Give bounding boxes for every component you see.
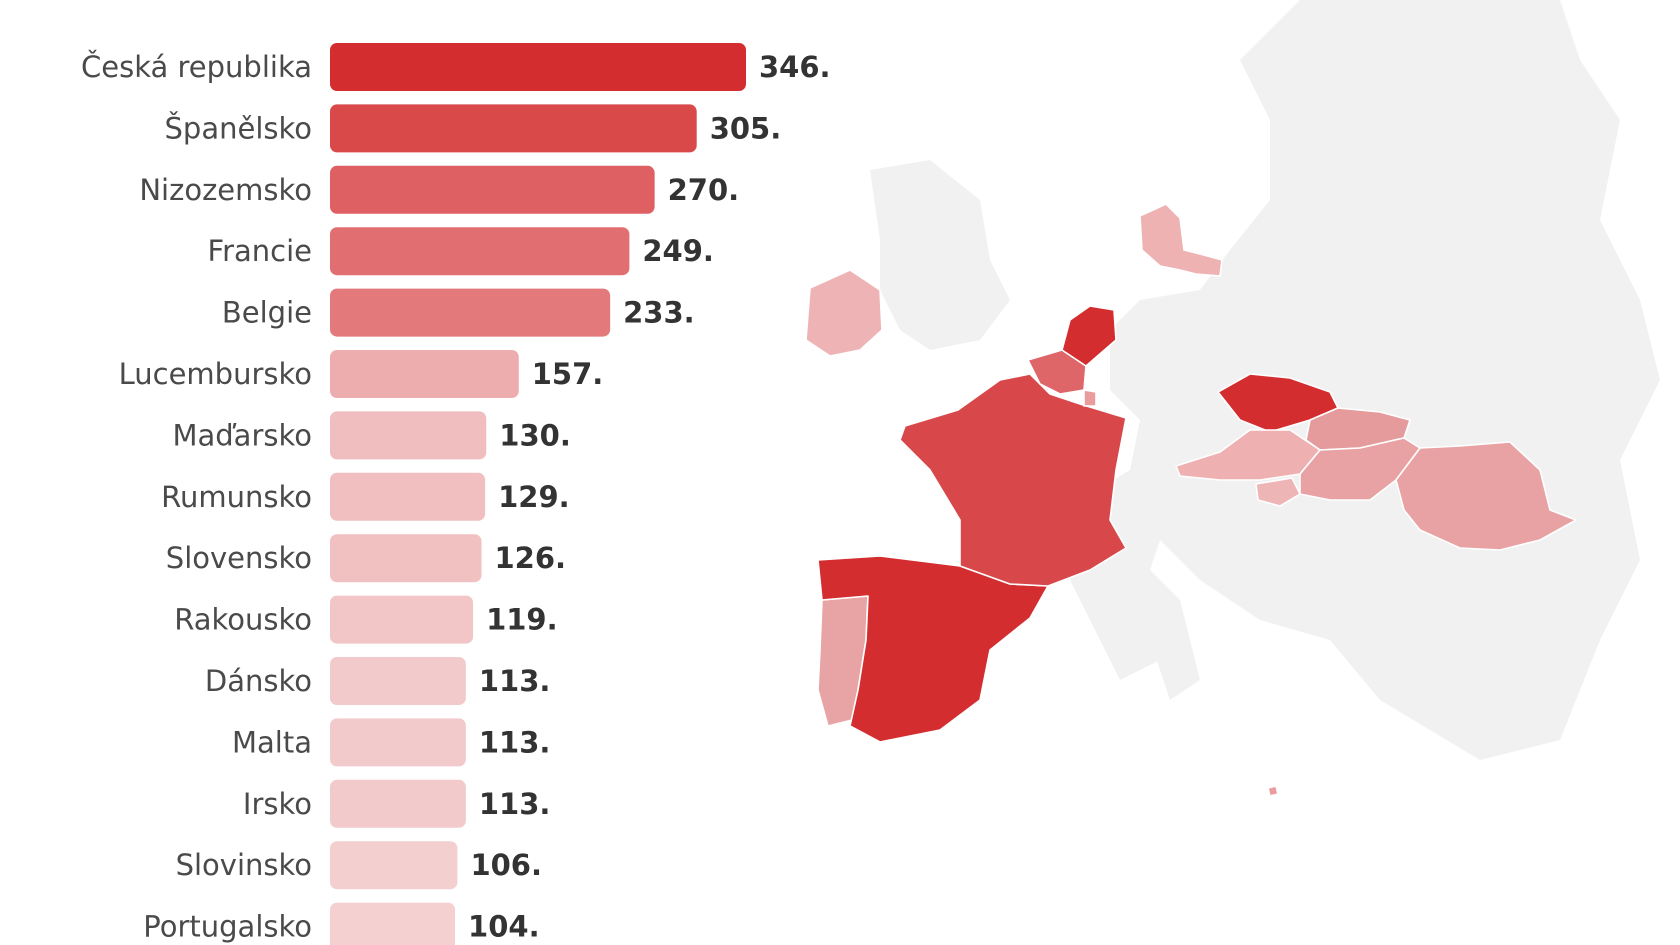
- map-background-land: [870, 0, 1660, 760]
- bar-malta: [330, 718, 466, 767]
- map-france: [899, 373, 1127, 587]
- map-country-regions: [805, 203, 1577, 797]
- category-label-portugalsko: Portugalsko: [143, 910, 312, 944]
- value-label-francie: 249.: [642, 234, 714, 268]
- bar-rumunsko: [330, 472, 486, 521]
- bar-madarsko: [330, 411, 487, 460]
- category-label-slovinsko: Slovinsko: [176, 848, 312, 882]
- category-label-belgie: Belgie: [222, 296, 312, 330]
- value-label-dansko: 113.: [479, 664, 551, 698]
- map-malta: [1267, 785, 1279, 797]
- value-label-ceska-republika: 346.: [759, 50, 831, 84]
- bar-dansko: [330, 657, 466, 705]
- category-label-lucembursko: Lucembursko: [119, 357, 312, 391]
- bar-series: [330, 43, 746, 945]
- category-label-francie: Francie: [208, 234, 313, 268]
- value-label-malta: 113.: [479, 725, 551, 759]
- map-netherlands: [1061, 305, 1117, 367]
- bar-portugalsko: [330, 902, 456, 945]
- category-label-rakousko: Rakousko: [174, 603, 312, 637]
- category-label-dansko: Dánsko: [205, 664, 312, 698]
- value-label-portugalsko: 104.: [468, 910, 540, 944]
- category-labels: Česká republika Španělsko Nizozemsko Franci…: [81, 50, 312, 944]
- map-ireland: [805, 269, 883, 357]
- value-labels: 346. 305. 270. 249. 233. 157. 130. 129. 126. 119.…: [468, 50, 831, 944]
- value-label-slovensko: 126.: [494, 541, 566, 575]
- map-romania: [1395, 441, 1577, 551]
- bar-spanelsko: [330, 104, 697, 153]
- value-label-nizozemsko: 270.: [668, 173, 740, 207]
- value-label-rakousko: 119.: [486, 603, 558, 637]
- map-slovenia: [1255, 477, 1301, 507]
- map-luxembourg: [1083, 389, 1097, 407]
- bar-slovensko: [330, 534, 482, 583]
- map-denmark: [1139, 203, 1223, 277]
- value-label-irsko: 113.: [479, 787, 551, 821]
- value-label-belgie: 233.: [623, 296, 695, 330]
- bar-nizozemsko: [330, 165, 655, 214]
- value-label-rumunsko: 129.: [498, 480, 570, 514]
- category-label-nizozemsko: Nizozemsko: [139, 173, 312, 207]
- value-label-spanelsko: 305.: [710, 111, 782, 145]
- value-label-slovinsko: 106.: [470, 848, 542, 882]
- category-label-malta: Malta: [232, 725, 312, 759]
- category-label-ceska-republika: Česká republika: [81, 50, 312, 84]
- bar-rakousko: [330, 595, 474, 644]
- bar-slovinsko: [330, 841, 458, 890]
- value-label-lucembursko: 157.: [532, 357, 604, 391]
- bar-francie: [330, 227, 630, 276]
- bar-lucembursko: [330, 350, 519, 398]
- category-label-spanelsko: Španělsko: [165, 111, 312, 145]
- europe-map: [805, 0, 1660, 797]
- category-label-irsko: Irsko: [243, 787, 312, 821]
- category-label-madarsko: Maďarsko: [172, 418, 312, 452]
- category-label-slovensko: Slovensko: [166, 541, 312, 575]
- value-label-madarsko: 130.: [499, 418, 571, 452]
- bar-belgie: [330, 288, 611, 337]
- bar-ceska-republika: [330, 43, 746, 91]
- bar-irsko: [330, 779, 466, 828]
- category-label-rumunsko: Rumunsko: [161, 480, 312, 514]
